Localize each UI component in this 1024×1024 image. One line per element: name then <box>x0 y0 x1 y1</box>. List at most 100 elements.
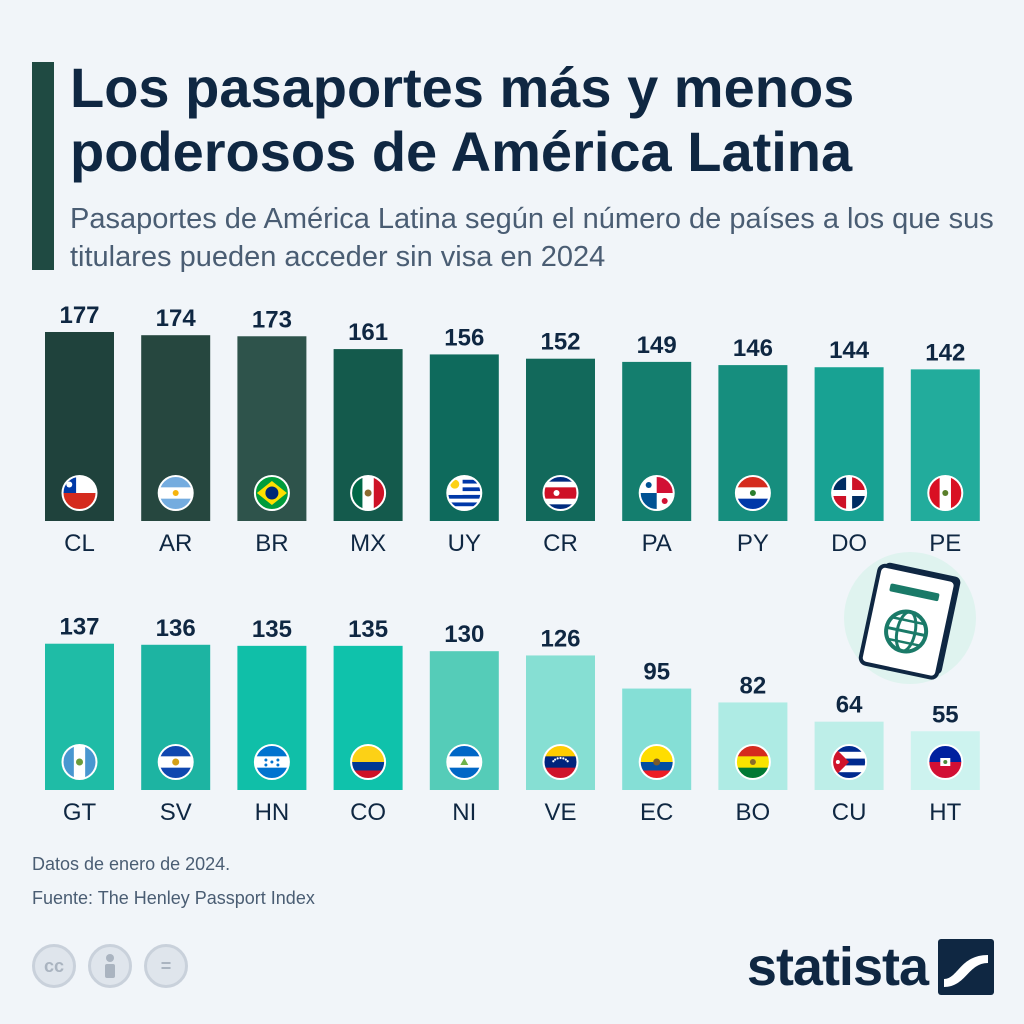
value-label: 64 <box>836 692 863 719</box>
argentina-flag-fill <box>158 476 193 510</box>
paraguay-flag <box>734 475 771 511</box>
ecuador-flag-fill <box>639 745 674 779</box>
argentina-flag <box>157 475 194 511</box>
category-label: CO <box>350 799 386 826</box>
bar-group-do: 144 DO <box>814 337 884 557</box>
page-subtitle: Pasaportes de América Latina según el nú… <box>70 203 994 273</box>
value-label: 144 <box>829 337 870 364</box>
no-derivatives-icon[interactable]: = <box>144 944 188 988</box>
chile-flag <box>61 475 98 511</box>
cuba-flag-fill <box>832 745 867 779</box>
peru-flag <box>927 475 964 511</box>
el-salvador-flag <box>157 744 194 780</box>
bar-group-br: 173 BR <box>237 306 307 557</box>
category-label: NI <box>452 799 476 826</box>
statista-logo-icon <box>938 939 994 995</box>
bar-group-uy: 156 UY <box>429 324 499 557</box>
venezuela-flag-fill <box>543 745 578 779</box>
costa-rica-flag-fill <box>543 476 578 510</box>
bar-group-cu: 64 CU <box>814 692 884 826</box>
bar-group-ar: 174 AR <box>141 305 211 557</box>
category-label: SV <box>160 799 192 826</box>
haiti-flag <box>927 744 964 780</box>
value-label: 135 <box>252 616 292 643</box>
bar-group-pe: 142 PE <box>910 339 980 557</box>
bar-group-ve: 126 VE <box>526 625 595 826</box>
el-salvador-flag-fill <box>158 745 193 779</box>
honduras-flag <box>253 744 290 780</box>
bolivia-flag-fill <box>735 745 770 779</box>
page-title: Los pasaportes más y menos poderosos de … <box>70 56 855 183</box>
value-label: 55 <box>932 701 959 728</box>
category-label: DO <box>831 530 867 557</box>
source-note: Fuente: The Henley Passport Index <box>32 888 315 908</box>
guatemala-flag <box>61 744 98 780</box>
value-label: 174 <box>156 305 197 332</box>
value-label: 156 <box>444 324 484 351</box>
data-note: Datos de enero de 2024. <box>32 854 231 874</box>
nicaragua-flag <box>446 744 483 780</box>
costa-rica-flag <box>542 475 579 511</box>
guatemala-flag-fill <box>62 745 97 779</box>
bar-group-mx: 161 MX <box>333 319 403 557</box>
paraguay-flag-fill <box>735 476 770 510</box>
license-icons: cc = <box>32 944 188 988</box>
value-label: 130 <box>444 621 484 648</box>
colombia-flag <box>350 744 387 780</box>
bar-group-gt: 137 GT <box>45 614 114 826</box>
bar-group-ht: 55 HT <box>910 701 980 826</box>
category-label: UY <box>448 530 481 557</box>
category-label: PE <box>929 530 961 557</box>
value-label: 177 <box>59 302 99 329</box>
bar-chart: 177 CL 174 AR 173 BR 161 MX 156 UY 152 CR 149 PA 146 PY… <box>45 302 980 826</box>
bar-group-py: 146 PY <box>718 335 788 557</box>
statista-logo[interactable]: statista <box>747 936 994 998</box>
bar-group-bo: 82 BO <box>718 672 788 826</box>
bar-group-cl: 177 CL <box>45 302 114 557</box>
mexico-flag <box>350 475 387 511</box>
venezuela-flag <box>542 744 579 780</box>
value-label: 95 <box>643 659 670 686</box>
haiti-flag-fill <box>928 745 963 779</box>
colombia-flag-fill <box>351 745 386 779</box>
nicaragua-flag-fill <box>447 745 482 779</box>
value-label: 161 <box>348 319 388 346</box>
panama-flag <box>638 475 675 511</box>
bar-group-pa: 149 PA <box>622 332 692 557</box>
category-label: PY <box>737 530 769 557</box>
title-accent-bar <box>32 62 54 270</box>
bar-group-ec: 95 EC <box>622 659 692 826</box>
category-label: BR <box>255 530 288 557</box>
uruguay-flag-fill <box>447 476 482 510</box>
category-label: EC <box>640 799 673 826</box>
category-label: PA <box>642 530 672 557</box>
category-label: CR <box>543 530 578 557</box>
category-label: BO <box>736 799 771 826</box>
bar-group-sv: 136 SV <box>141 615 211 826</box>
attribution-icon[interactable] <box>88 944 132 988</box>
value-label: 136 <box>156 615 196 642</box>
value-label: 126 <box>540 625 580 652</box>
dominican-republic-flag <box>831 475 868 511</box>
brand-wordmark: statista <box>746 937 929 997</box>
value-label: 142 <box>925 339 965 366</box>
category-label: CL <box>64 530 95 557</box>
category-label: HN <box>255 799 290 826</box>
value-label: 146 <box>733 335 773 362</box>
category-label: AR <box>159 530 192 557</box>
value-label: 173 <box>252 306 292 333</box>
uruguay-flag <box>446 475 483 511</box>
bar-group-ni: 130 NI <box>429 621 499 826</box>
value-label: 82 <box>740 672 767 699</box>
category-label: VE <box>544 799 576 826</box>
creative-commons-icon[interactable]: cc <box>32 944 76 988</box>
bar-group-hn: 135 HN <box>237 616 307 826</box>
category-label: GT <box>63 799 97 826</box>
bolivia-flag <box>734 744 771 780</box>
value-label: 152 <box>540 329 580 356</box>
chile-flag-fill <box>62 476 97 510</box>
brazil-flag <box>253 475 290 511</box>
cuba-flag <box>831 744 868 780</box>
category-label: HT <box>929 799 961 826</box>
honduras-flag-fill <box>254 745 289 779</box>
